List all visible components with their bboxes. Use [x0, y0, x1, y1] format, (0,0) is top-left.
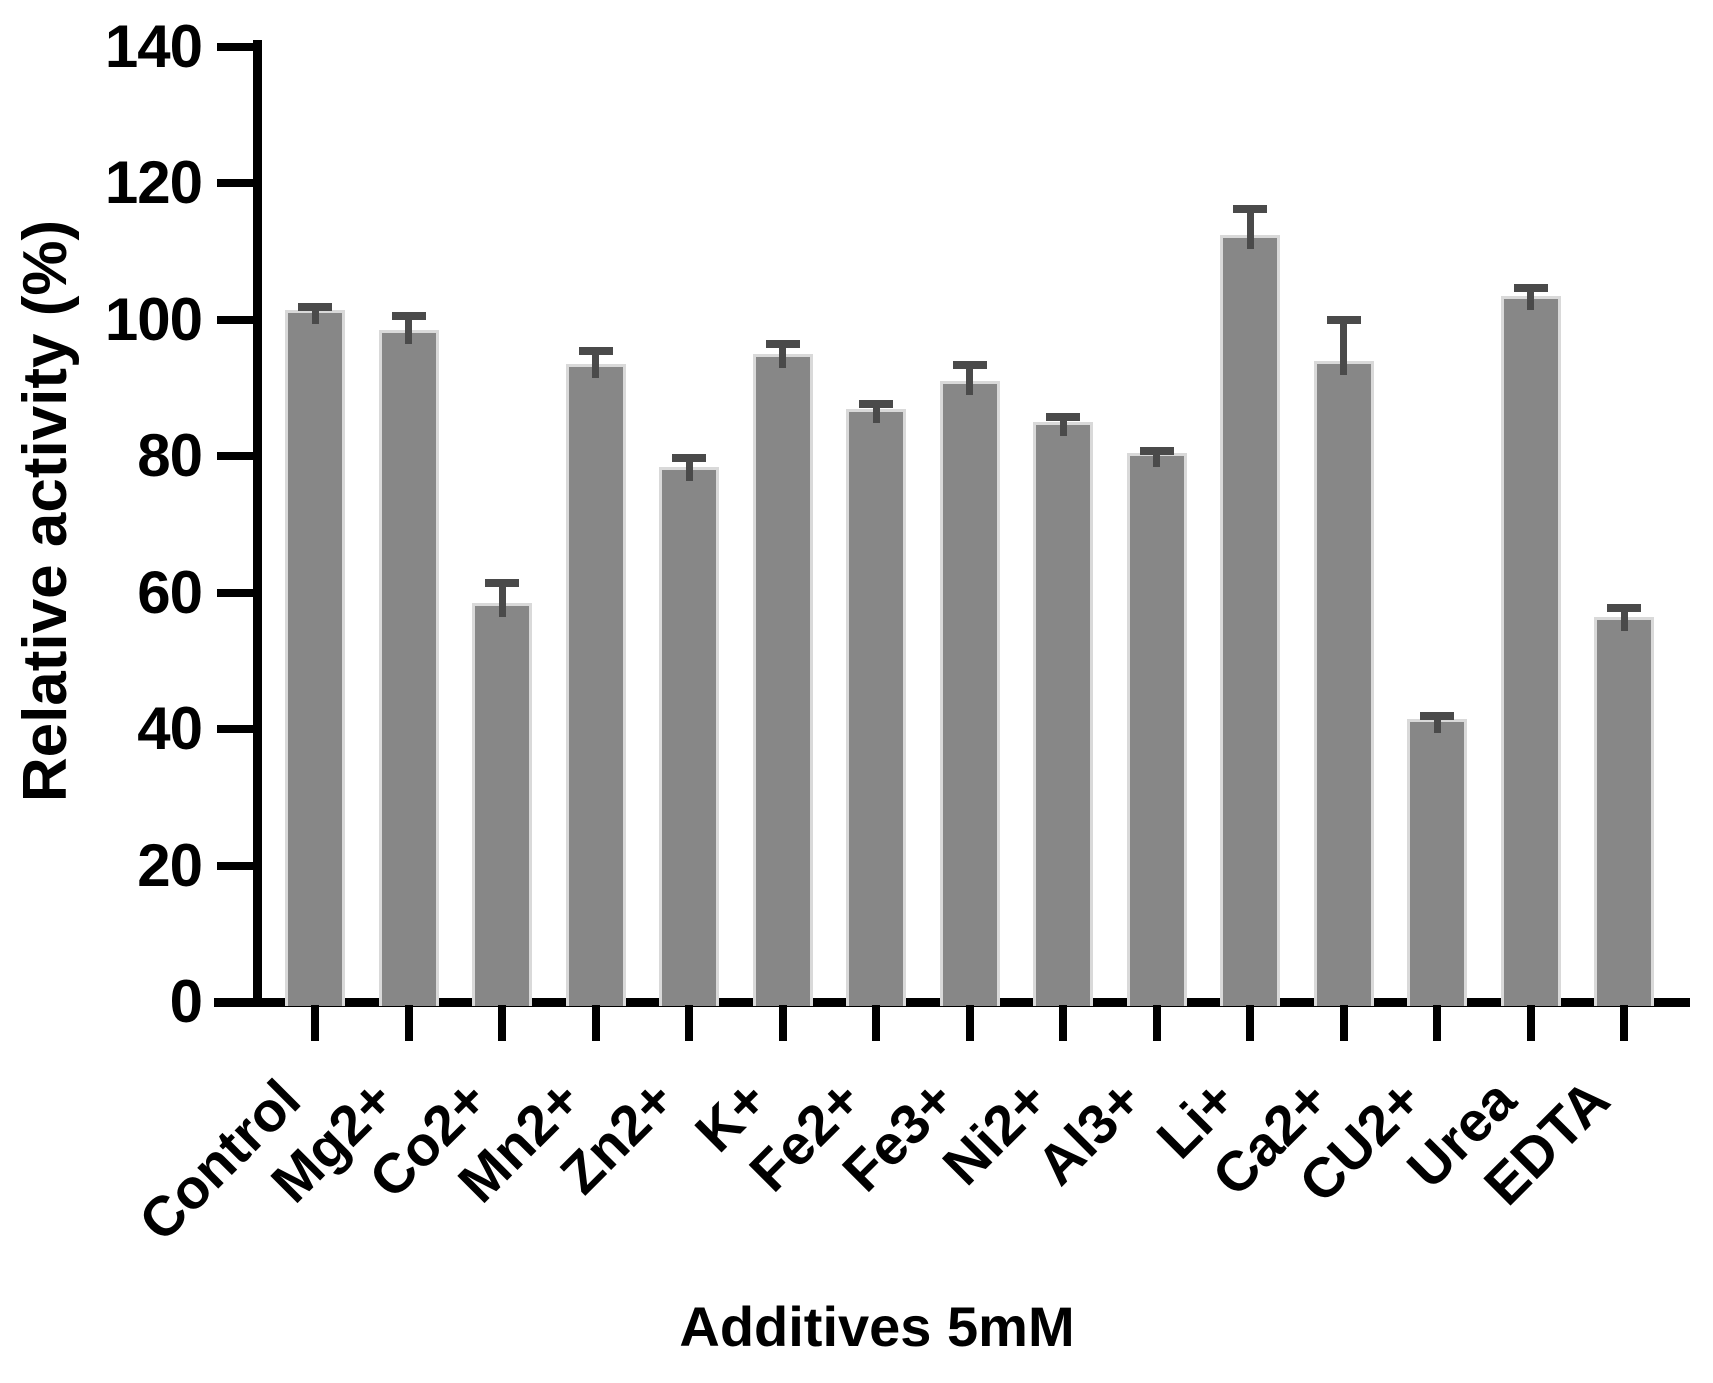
error-bar-urea: [1527, 283, 1534, 310]
x-tick: [685, 1005, 693, 1041]
y-tick: [217, 861, 257, 870]
y-tick-label: 120: [104, 149, 203, 217]
error-bar-cap-cu2: [1420, 712, 1454, 721]
x-tick: [965, 1005, 974, 1041]
x-tick: [1339, 1005, 1348, 1041]
error-bar-li: [1246, 205, 1254, 249]
x-tick: [1246, 1005, 1254, 1041]
error-bar-fe2: [872, 400, 880, 423]
y-tick-label: 80: [137, 422, 203, 490]
error-bar-cap-mn2: [578, 347, 613, 356]
bar-zn2: [659, 466, 719, 1006]
bar-ca2: [1313, 360, 1374, 1006]
bar-fe3: [939, 381, 1000, 1006]
error-bar-cap-zn2: [672, 454, 706, 463]
error-bar-mn2: [592, 347, 599, 379]
error-bar-cap-edta: [1607, 604, 1641, 613]
y-tick-label: 140: [104, 13, 203, 81]
error-bar-edta: [1620, 604, 1628, 631]
bar-co2: [472, 602, 532, 1006]
error-bar-cap-k: [765, 340, 800, 349]
x-tick: [1433, 1005, 1441, 1041]
error-bar-cap-ca2: [1326, 316, 1361, 325]
bar-fe2: [846, 408, 906, 1006]
y-tick-label: 40: [137, 695, 203, 763]
x-tick: [404, 1005, 413, 1041]
x-tick: [1152, 1005, 1161, 1041]
y-tick-label: 60: [137, 558, 203, 626]
error-bar-cap-al3: [1139, 447, 1174, 456]
bar-mn2: [565, 364, 626, 1006]
error-bar-cap-mg2: [391, 311, 426, 320]
error-bar-zn2: [685, 454, 693, 481]
x-tick: [778, 1005, 787, 1041]
bar-cu2: [1407, 718, 1467, 1006]
bar-urea: [1500, 296, 1561, 1006]
y-tick: [217, 588, 257, 597]
error-bar-cap-fe2: [859, 400, 893, 409]
bar-mg2: [378, 330, 439, 1006]
y-tick: [217, 315, 257, 324]
error-bar-fe3: [966, 360, 973, 396]
x-tick: [498, 1005, 506, 1041]
y-tick: [217, 179, 257, 188]
error-bar-k: [779, 340, 786, 368]
x-tick: [1059, 1005, 1067, 1041]
error-bar-al3: [1153, 447, 1160, 467]
error-bar-ca2: [1340, 316, 1347, 375]
x-tick-label-edta: EDTA: [1099, 1058, 1621, 1216]
error-bar-cu2: [1433, 712, 1441, 733]
x-tick: [591, 1005, 600, 1041]
error-bar-mg2: [405, 311, 412, 345]
error-bar-cap-co2: [485, 579, 519, 588]
x-tick: [872, 1005, 880, 1041]
x-tick: [1526, 1005, 1535, 1041]
bar-k: [752, 354, 813, 1006]
bar-ni2: [1033, 422, 1093, 1006]
x-tick: [311, 1005, 319, 1041]
y-tick-label: 20: [137, 831, 203, 899]
x-tick: [1620, 1005, 1628, 1041]
y-tick-label: 100: [104, 285, 203, 353]
bar-al3: [1126, 452, 1187, 1006]
bar-li: [1220, 234, 1280, 1006]
error-bar-control: [311, 302, 319, 324]
error-bar-ni2: [1059, 412, 1067, 437]
y-tick: [217, 452, 257, 461]
y-axis-line: [253, 40, 262, 1007]
error-bar-co2: [498, 579, 506, 617]
y-tick: [217, 43, 257, 52]
error-bar-cap-ni2: [1046, 412, 1080, 421]
error-bar-cap-control: [298, 302, 332, 311]
error-bar-cap-li: [1233, 205, 1267, 214]
x-axis-title: Additives 5mM: [679, 1295, 1075, 1358]
y-tick: [217, 725, 257, 734]
error-bar-cap-fe3: [952, 360, 987, 369]
bar-control: [285, 309, 345, 1006]
bar-edta: [1594, 616, 1654, 1006]
y-tick-label: 0: [169, 968, 203, 1035]
error-bar-cap-urea: [1513, 283, 1548, 292]
